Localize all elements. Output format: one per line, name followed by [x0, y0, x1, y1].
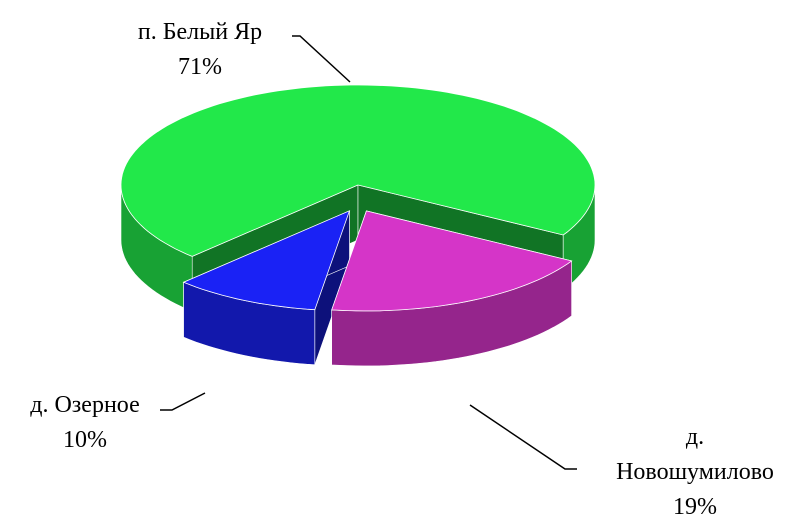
category-label: д. Озерное — [30, 392, 140, 418]
pie-slice — [182, 210, 351, 311]
leader-line — [160, 392, 206, 411]
pie-slice — [331, 210, 573, 312]
value-label: 10% — [63, 427, 107, 453]
category-label: д. Новошумилово — [616, 424, 774, 485]
leader-line — [469, 404, 577, 470]
value-label: 19% — [673, 494, 717, 520]
pie-slice — [120, 84, 596, 257]
slice-label: д. Новошумилово 19% — [610, 420, 780, 525]
slices — [120, 84, 596, 367]
slice-label: д. Озерное 10% — [0, 388, 170, 458]
leader-line — [292, 35, 351, 83]
value-label: 71% — [178, 54, 222, 80]
category-label: п. Белый Яр — [137, 19, 263, 45]
slice-label: п. Белый Яр 71% — [90, 15, 310, 85]
